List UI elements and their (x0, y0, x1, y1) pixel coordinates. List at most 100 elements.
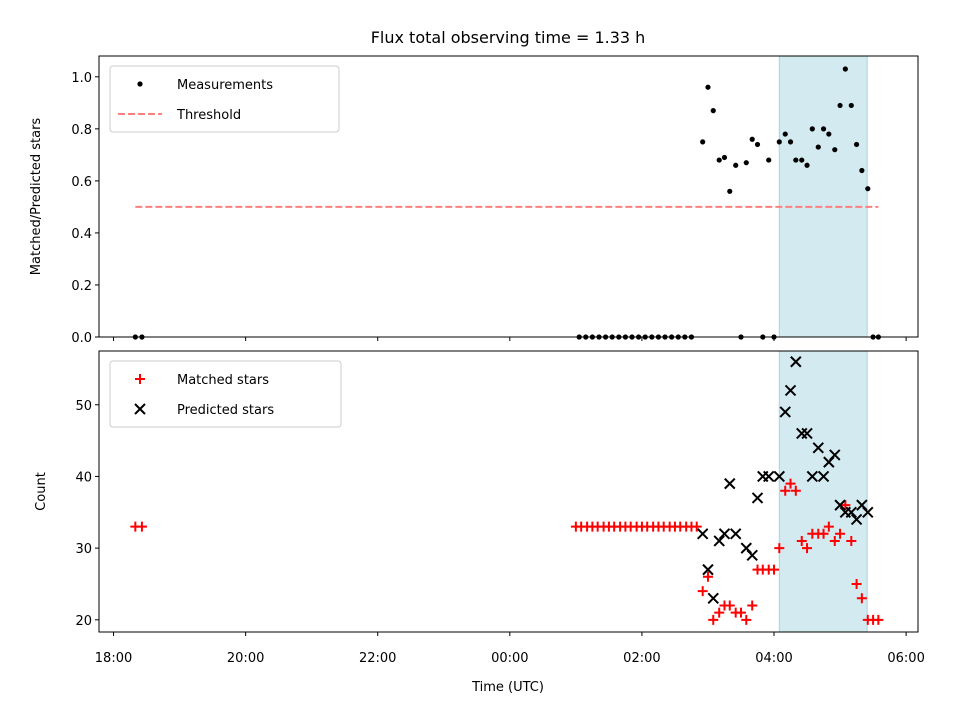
data-point (785, 478, 796, 489)
data-point (780, 485, 791, 496)
data-point (848, 102, 854, 109)
data-point (724, 477, 736, 490)
y-tick-label: 1.0 (71, 71, 92, 86)
data-point (705, 84, 711, 90)
data-point (796, 535, 807, 546)
data-point (829, 535, 840, 546)
data-point (823, 521, 834, 532)
data-point (729, 528, 742, 540)
data-point (837, 102, 843, 109)
data-point (790, 356, 802, 368)
y-tick-label: 0.4 (71, 227, 92, 242)
data-point (787, 139, 794, 145)
data-point (749, 136, 755, 142)
ratio-panel: 0.0 0.2 0.4 0.6 0.8 1.0 Matched/Predicted star… (29, 55, 919, 346)
data-point (862, 506, 874, 518)
data-point (727, 188, 733, 194)
data-point (774, 543, 785, 554)
data-point (809, 126, 815, 132)
legend-box (109, 65, 340, 133)
x-tick-label: 04:00 (755, 651, 792, 666)
x-axis-label: Time (UTC) (471, 680, 544, 695)
data-point (743, 160, 749, 166)
data-point (697, 586, 708, 597)
y-tick-label: 30 (75, 542, 92, 557)
legend-label: Matched stars (177, 373, 269, 388)
legend-marker (134, 403, 146, 415)
x-tick-label: 06:00 (887, 651, 924, 666)
y-tick-label: 0.8 (71, 123, 92, 138)
data-point (721, 154, 728, 161)
plot-frame (98, 55, 919, 338)
data-point (832, 147, 838, 153)
data-point (835, 528, 846, 539)
data-point (763, 470, 775, 483)
y-axis-label: Count (34, 472, 49, 511)
data-point (708, 614, 719, 625)
data-point (817, 470, 830, 483)
data-point (820, 126, 827, 132)
y-tick-label: 50 (75, 399, 92, 414)
x-tick-label: 02:00 (623, 651, 660, 666)
series-predicted-stars (696, 356, 874, 605)
legend-marker (137, 81, 143, 87)
plot-frame (98, 350, 919, 633)
data-point (826, 131, 832, 137)
data-point (747, 600, 758, 611)
data-point (724, 600, 735, 611)
y-axis-label: Matched/Predicted stars (29, 118, 44, 276)
data-point (873, 614, 884, 625)
data-point (853, 141, 860, 148)
data-point (702, 571, 713, 582)
data-point (776, 139, 782, 145)
data-point (806, 470, 819, 483)
data-point (710, 108, 716, 114)
data-point (713, 535, 725, 547)
data-point (773, 470, 786, 483)
data-point (741, 614, 752, 625)
x-tick-label: 00:00 (491, 651, 528, 666)
data-point (842, 66, 848, 72)
data-point (801, 427, 813, 440)
data-point (716, 157, 722, 163)
data-point (702, 563, 714, 576)
data-point (865, 186, 871, 192)
y-tick-label: 0.6 (71, 175, 92, 190)
counts-panel: 18:00 20:00 22:00 00:00 02:00 04:00 06:00 20 30 4… (34, 350, 925, 666)
data-point (812, 442, 824, 454)
y-tick-label: 0.0 (71, 331, 92, 346)
legend-label: Measurements (177, 78, 273, 93)
data-point (790, 485, 801, 496)
data-point (850, 513, 863, 526)
data-point (799, 157, 805, 163)
legend: Measurements Threshold (109, 65, 340, 133)
legend-label: Predicted stars (177, 403, 274, 418)
x-tick-label: 20:00 (227, 651, 264, 666)
data-point (754, 141, 761, 148)
x-tick-label: 18:00 (95, 651, 132, 666)
data-point (840, 500, 851, 511)
data-point (779, 406, 791, 418)
data-point (856, 593, 867, 604)
data-point (696, 528, 709, 540)
data-point (735, 607, 746, 618)
y-tick-label: 20 (75, 614, 92, 629)
data-point (834, 499, 846, 511)
x-tick-label: 22:00 (359, 651, 396, 666)
data-point (746, 549, 758, 562)
series-matched-stars (130, 478, 884, 625)
data-point (793, 157, 799, 163)
observing-span (778, 55, 868, 338)
data-point (766, 157, 772, 163)
legend-label: Threshold (176, 108, 241, 123)
legend-marker (135, 374, 145, 384)
chart-title: Flux total observing time = 1.33 h (371, 28, 646, 47)
y-tick-label: 40 (75, 470, 92, 485)
legend-box (109, 360, 342, 428)
data-point (804, 162, 810, 168)
data-point (718, 528, 731, 540)
data-point (802, 543, 813, 554)
series-measurements (132, 66, 881, 340)
data-point (818, 528, 829, 539)
legend: Matched stars Predicted stars (109, 360, 342, 428)
